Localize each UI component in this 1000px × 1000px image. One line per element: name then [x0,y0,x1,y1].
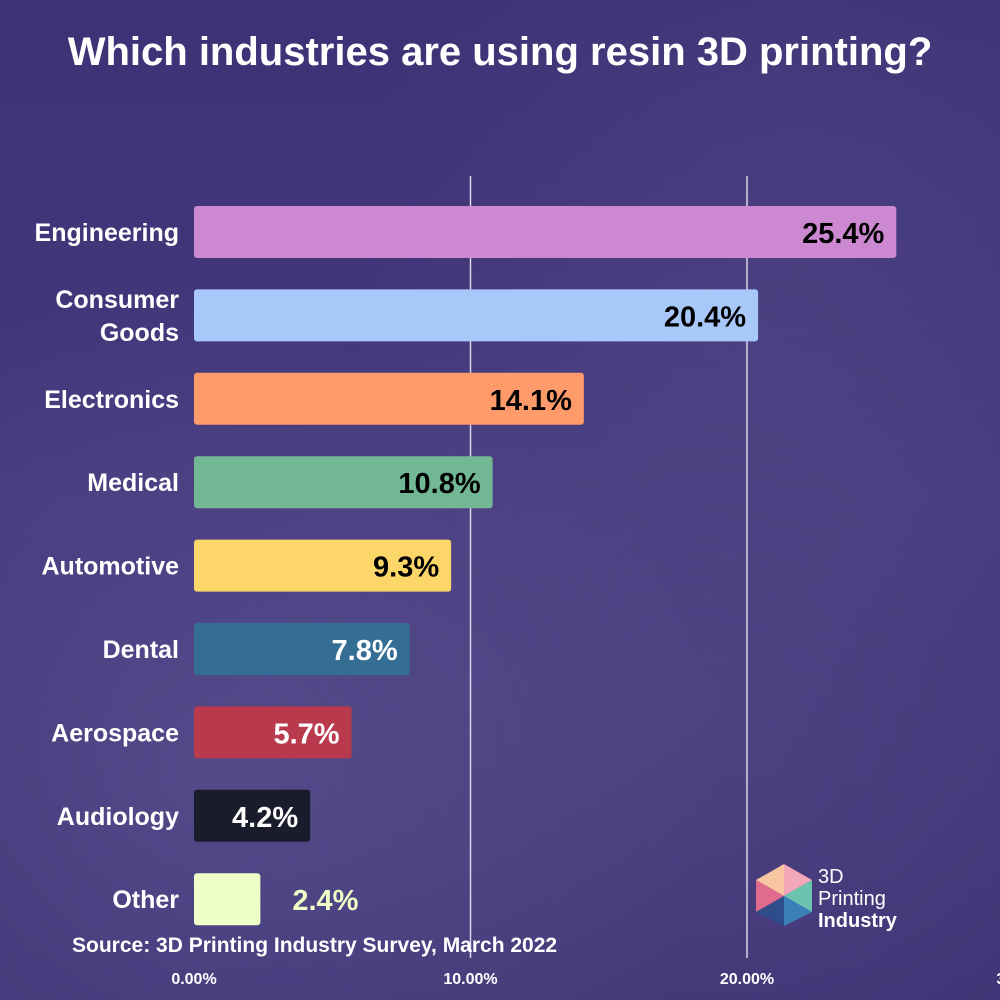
category-label-2: Electronics [44,386,179,414]
logo-line-2: Printing [818,888,886,910]
chart-title: Which industries are using resin 3D prin… [67,30,933,74]
source-note: Source: 3D Printing Industry Survey, Mar… [72,934,558,957]
logo-icon [756,864,812,926]
category-label-7: Audiology [57,803,179,831]
x-tick-label-0: 0.00% [171,971,216,988]
value-label-8: 2.4% [292,885,358,917]
bar-0 [194,206,897,258]
bar-7 [194,789,311,842]
bar-5 [194,623,410,675]
x-tick-label-1: 10.00% [443,971,497,988]
x-tick-label-2: 20.00% [720,971,774,988]
bar-1 [194,289,759,342]
bar-2 [194,372,584,425]
logo-line-1: 3D [818,866,844,888]
value-label-7: 4.2% [232,802,298,834]
value-labels: 25.4% 20.4% 14.1% 10.8% 9.3% 7.8% 5.7% 4.2% 2.4% [232,218,884,917]
category-label-4: Automotive [42,553,180,581]
brand-logo: 3D Printing Industry [752,862,952,942]
value-label-1: 20.4% [664,301,746,333]
category-labels: Engineering Consumer Goods Electronics Medic… [35,219,180,914]
category-label-0: Engineering [35,219,179,247]
category-label-3: Medical [87,469,179,497]
logo-line-3: Industry [818,910,897,932]
value-label-2: 14.1% [490,385,572,417]
x-tick-labels: 0.00% 10.00% 20.00% 30.00% [171,971,1000,988]
category-label-8: Other [112,886,179,914]
value-label-4: 9.3% [373,552,439,584]
bar-8 [194,873,261,926]
bar-6 [194,706,352,759]
value-label-5: 7.8% [332,635,398,667]
value-label-6: 5.7% [273,718,339,750]
x-tick-label-3: 30.00% [996,971,1000,988]
bars [194,206,897,926]
category-label-5: Dental [103,636,179,664]
bar-4 [194,539,452,592]
bar-3 [194,456,493,509]
category-label-6: Aerospace [51,719,179,747]
category-label-1: Consumer Goods [55,286,179,347]
value-label-0: 25.4% [802,218,884,250]
value-label-3: 10.8% [398,468,480,500]
